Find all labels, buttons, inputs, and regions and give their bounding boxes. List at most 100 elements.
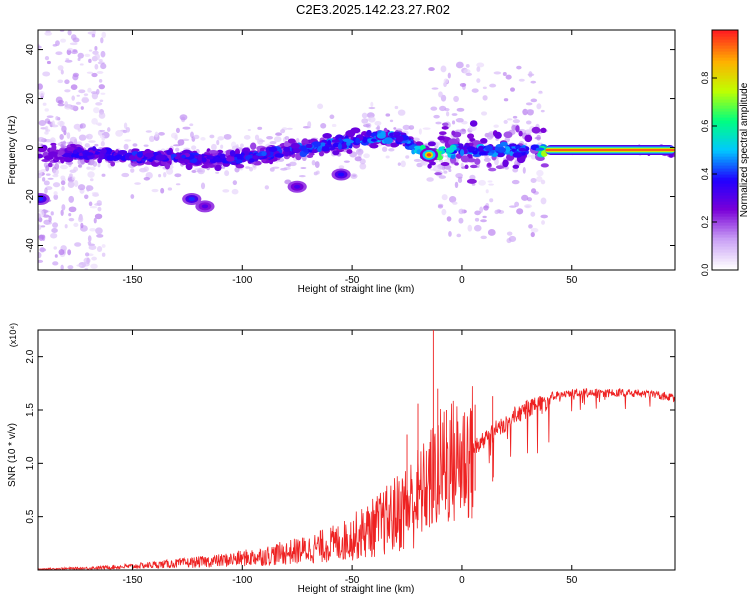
- y-tick-label: 0.5: [25, 509, 36, 523]
- spectrogram-ridge-cell: [84, 152, 94, 156]
- colorbar-step: [712, 159, 738, 163]
- spectrogram-noise-cell: [92, 161, 98, 167]
- colorbar-step: [712, 246, 738, 250]
- spectrogram-noise-cell: [91, 72, 98, 78]
- spectrogram-noise-cell: [443, 170, 448, 174]
- colorbar-step: [712, 51, 738, 55]
- spectrogram-noise-cell: [91, 33, 96, 38]
- spectrogram-noise-cell: [101, 173, 106, 177]
- spectrogram-noise-cell: [53, 194, 59, 200]
- spectrogram-cell: [434, 172, 442, 176]
- colorbar-step: [712, 180, 738, 184]
- spectrogram-ridge-cell: [504, 146, 511, 153]
- spectrogram-cell: [441, 125, 449, 130]
- spectrogram-ridge-cell: [283, 146, 291, 152]
- spectrogram-noise-cell: [124, 139, 132, 142]
- colorbar-step: [712, 258, 738, 262]
- snr-ylabel: SNR (10 * v/v): [7, 423, 18, 487]
- spectrogram-ridge-cell: [252, 155, 259, 160]
- spectrogram-noise-cell: [95, 227, 103, 235]
- spectrogram-y-axis: -40 -20 0 20 40: [25, 44, 675, 253]
- spectrogram-x-axis: -150 -100 -50 0 50: [122, 30, 578, 286]
- colorbar-step: [712, 189, 738, 193]
- spectrogram-noise-cell: [60, 69, 64, 75]
- spectrogram-noise-cell: [422, 127, 431, 130]
- spectrogram-noise-cell: [90, 91, 98, 94]
- spectrogram-noise-cell: [459, 82, 467, 87]
- spectrogram-noise-cell: [521, 194, 529, 201]
- colorbar-step: [712, 213, 738, 217]
- spectrogram-noise-cell: [506, 231, 513, 236]
- spectrogram-noise-cell: [368, 116, 376, 123]
- spectrogram-noise-cell: [94, 63, 99, 70]
- spectrogram-noise-cell: [224, 170, 230, 177]
- spectrogram-ridge-cell: [284, 150, 290, 157]
- spectrogram-noise-cell: [413, 158, 422, 162]
- spectrogram-cell: [466, 178, 477, 184]
- colorbar-step: [712, 42, 738, 46]
- spectrogram-ridge-cell: [404, 142, 412, 146]
- spectrogram-noise-cell: [280, 129, 286, 134]
- colorbar-step: [712, 105, 738, 109]
- y-tick-label: 40: [25, 44, 36, 56]
- spectrogram-noise-cell: [80, 222, 84, 229]
- spectrogram-noise-cell: [400, 160, 406, 168]
- colorbar-tick-label: 0.0: [700, 264, 710, 277]
- spectrogram-noise-cell: [516, 208, 524, 215]
- spectrogram-noise-cell: [101, 252, 106, 257]
- colorbar-step: [712, 219, 738, 223]
- spectrogram-noise-cell: [83, 257, 91, 264]
- spectrogram-noise-cell: [83, 93, 89, 96]
- colorbar-step: [712, 114, 738, 118]
- spectrogram-noise-cell: [76, 94, 81, 97]
- spectrogram-cell: [502, 159, 509, 168]
- spectrogram-noise-cell: [145, 130, 152, 133]
- snr-spikes: [406, 330, 494, 527]
- spectrogram-cell: [487, 162, 492, 167]
- spectrogram-ridge-cell: [70, 153, 80, 158]
- colorbar-step: [712, 237, 738, 241]
- spectrogram-noise-cell: [44, 55, 50, 61]
- spectrogram-noise-cell: [487, 180, 493, 183]
- spectrogram-noise-cell: [438, 91, 443, 98]
- spectrogram-noise-cell: [471, 88, 479, 93]
- colorbar-step: [712, 225, 738, 229]
- spectrogram-noise-cell: [530, 154, 536, 160]
- spectrogram-cell: [494, 131, 502, 139]
- spectrogram-noise-cell: [433, 141, 441, 147]
- spectrogram-noise-cell: [179, 114, 188, 121]
- spectrogram-noise-cell: [525, 120, 532, 125]
- spectrogram-noise-cell: [247, 128, 251, 131]
- spectrogram-noise-cell: [77, 184, 86, 191]
- spectrogram-noise-cell: [536, 176, 543, 183]
- spectrogram-noise-cell: [64, 59, 73, 63]
- spectrogram-noise-cell: [511, 179, 520, 185]
- spectrogram-noise-cell: [428, 67, 435, 72]
- spectrogram-noise-cell: [410, 125, 414, 129]
- spectrogram-noise-cell: [54, 162, 60, 170]
- colorbar-step: [712, 195, 738, 199]
- spectrogram-noise-cell: [50, 232, 58, 239]
- spectrogram-noise-cell: [38, 252, 42, 259]
- spectrogram-noise-cell: [412, 137, 420, 142]
- spectrogram-noise-cell: [95, 122, 102, 126]
- spectrogram-noise-cell: [170, 132, 178, 139]
- spectrogram-noise-cell: [418, 128, 422, 135]
- spectrogram-noise-cell: [397, 162, 401, 166]
- spectrogram-noise-cell: [40, 168, 47, 173]
- x-tick-label: -50: [345, 275, 360, 286]
- y-tick-label: 1.5: [25, 403, 36, 417]
- colorbar-step: [712, 99, 738, 103]
- colorbar-tick-label: 0.6: [700, 120, 710, 133]
- colorbar-step: [712, 186, 738, 190]
- spectrogram-noise-cell: [123, 143, 129, 150]
- spectrogram-noise-cell: [52, 261, 59, 266]
- spectrogram-noise-cell: [455, 172, 463, 179]
- snr-frame: [37, 329, 676, 571]
- spectrogram-noise-cell: [53, 191, 58, 196]
- spectrogram-noise-cell: [505, 74, 512, 80]
- colorbar-step: [712, 57, 738, 61]
- colorbar-step: [712, 264, 738, 268]
- spectrogram-noise-cell: [437, 204, 443, 209]
- spectrogram-noise-cell: [93, 107, 100, 114]
